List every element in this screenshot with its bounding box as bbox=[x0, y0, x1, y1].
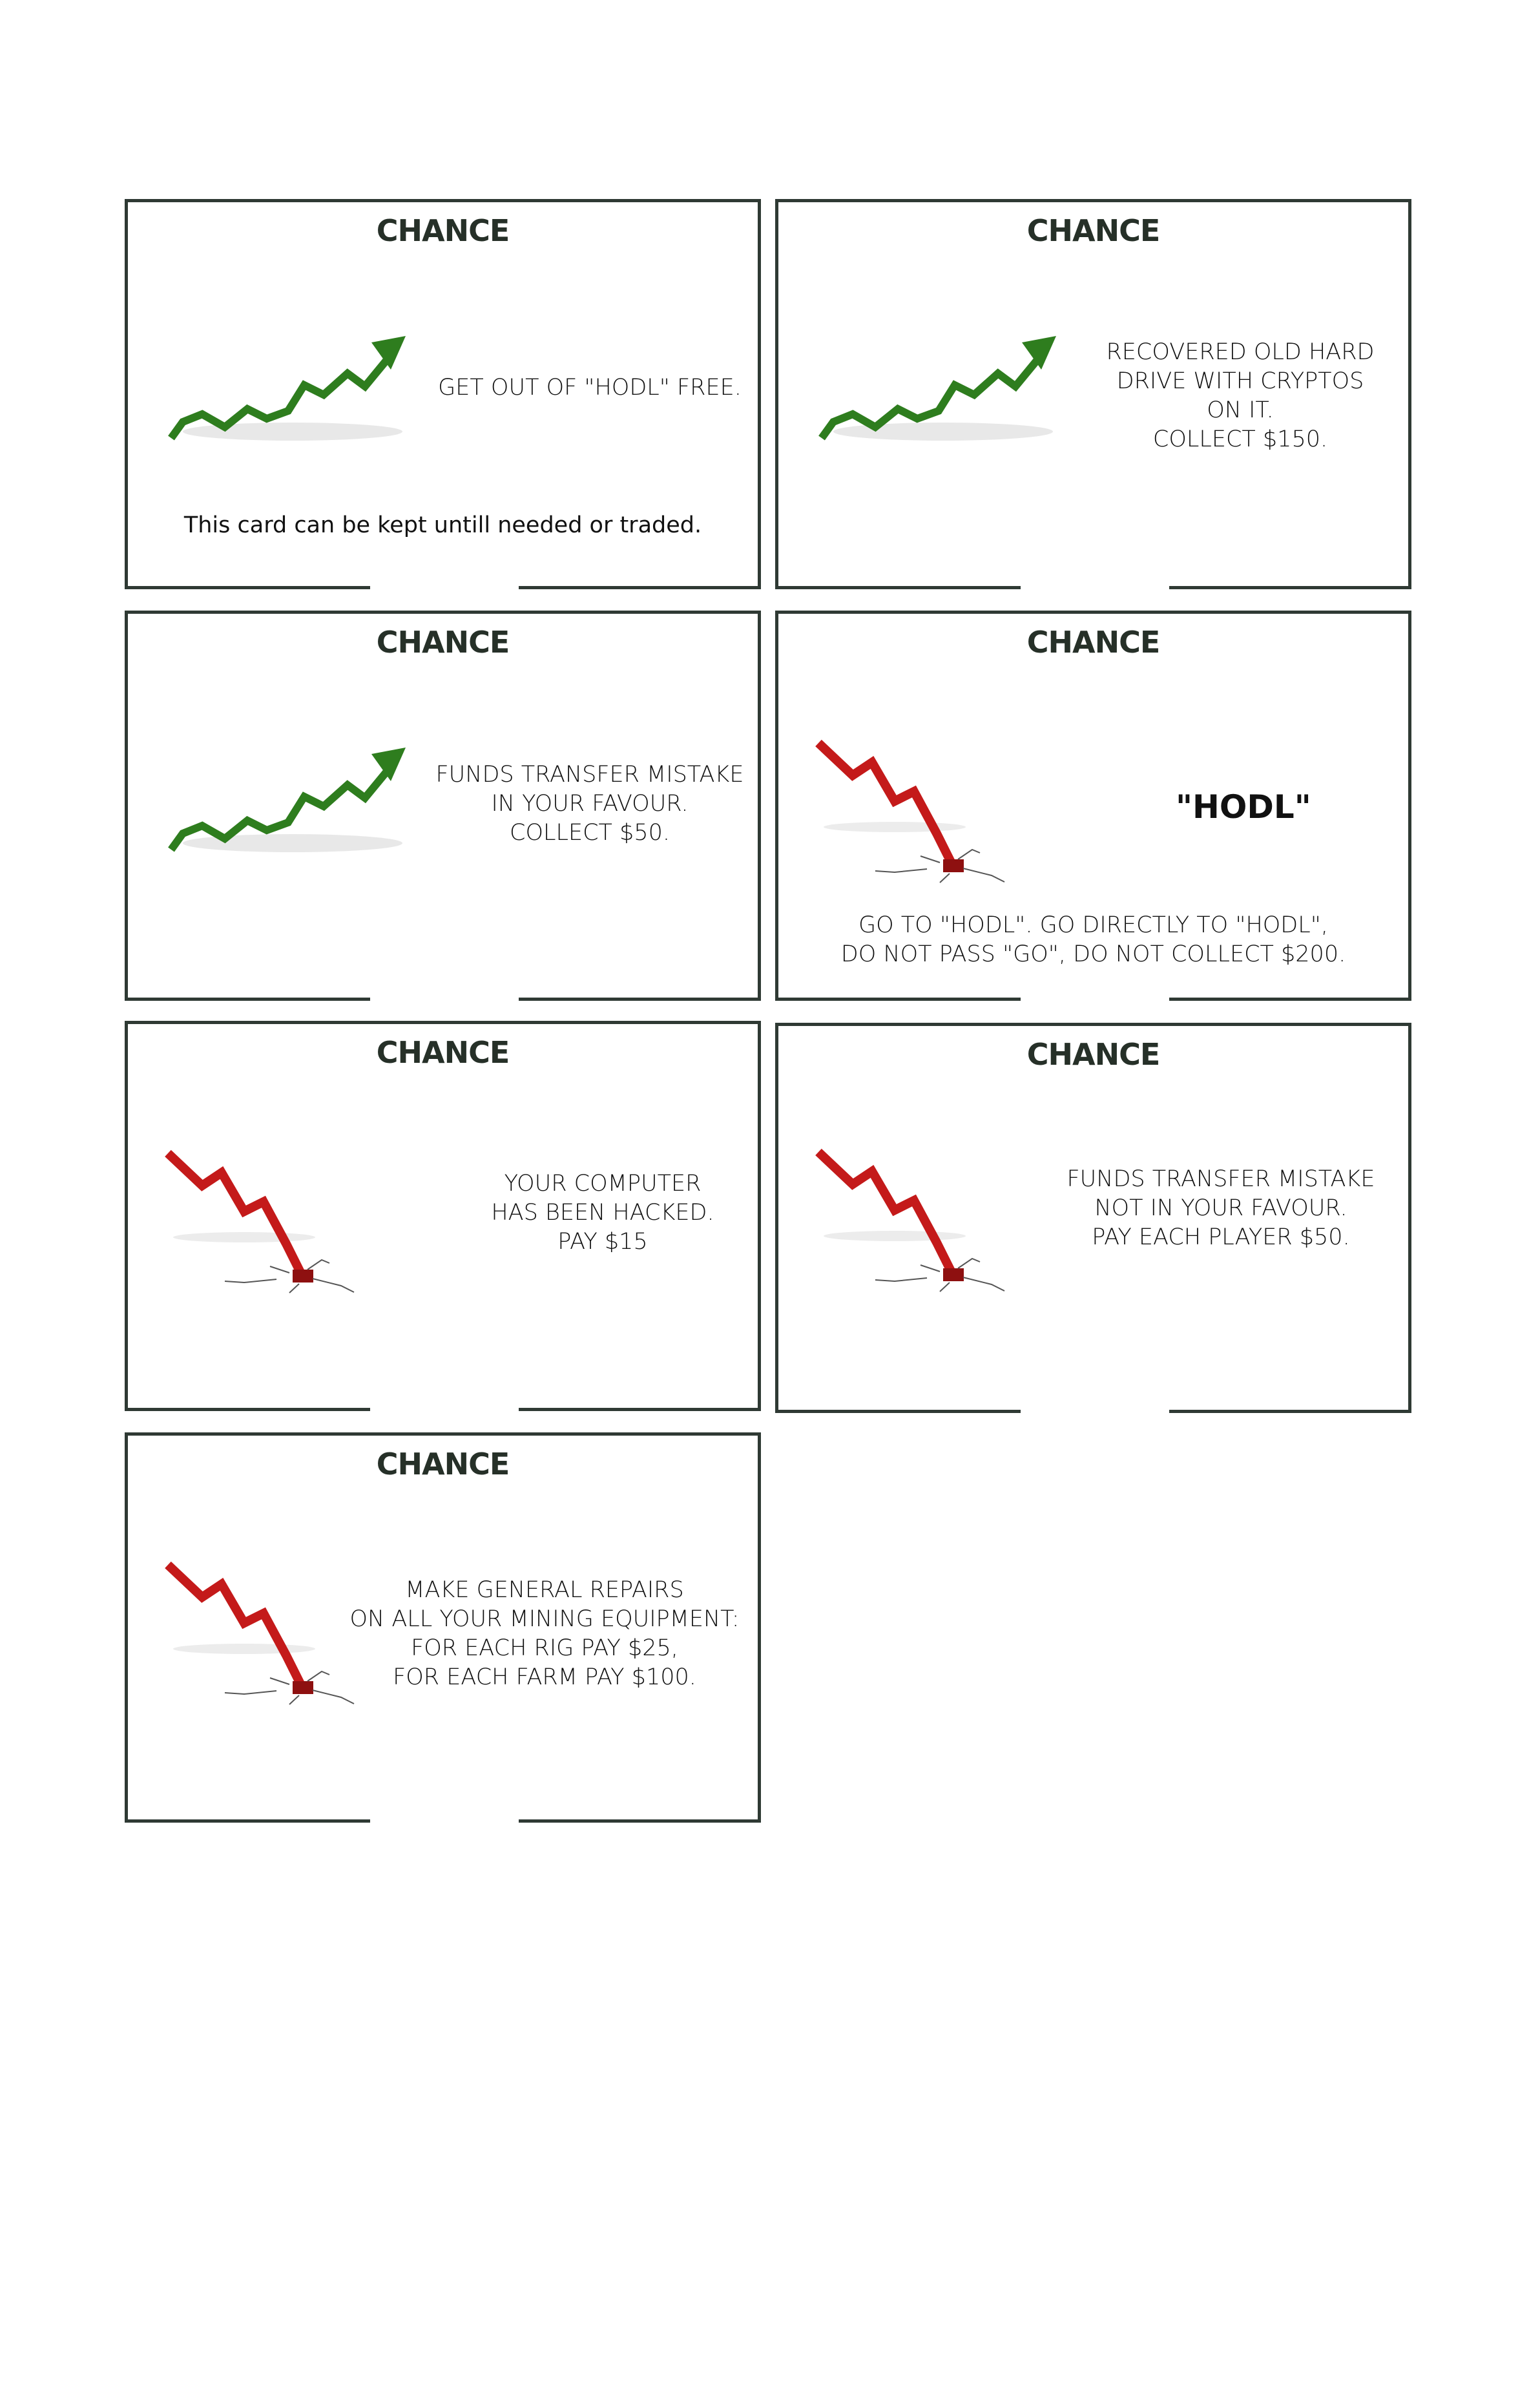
chance-card-hacked: CHANCE YOUR COMPUTER HAS BEEN HACKED. PA… bbox=[125, 1021, 761, 1411]
card-title: CHANCE bbox=[1026, 1037, 1161, 1072]
card-text: FUNDS TRANSFER MISTAKE NOT IN YOUR FAVOU… bbox=[1066, 1166, 1375, 1250]
card-title: CHANCE bbox=[376, 213, 510, 248]
chance-card-go-to-hodl: CHANCE "HODL" GO TO "HODL". GO DIRECTLY … bbox=[775, 611, 1411, 1001]
chance-card-transfer-not-favour: CHANCE FUNDS TRANSFER MISTAKE NOT IN YOU… bbox=[775, 1023, 1411, 1413]
chance-card-transfer-favour: CHANCE FUNDS TRANSFER MISTAKE IN YOUR FA… bbox=[125, 611, 761, 1001]
card-text: GET OUT OF "HODL" FREE. bbox=[438, 375, 742, 401]
chance-card-repairs: CHANCE MAKE GENERAL REPAIRS ON ALL YOUR … bbox=[125, 1432, 761, 1823]
card-text: GO TO "HODL". GO DIRECTLY TO "HODL", DO … bbox=[840, 912, 1346, 967]
down-arrow-crash-icon bbox=[160, 1552, 393, 1707]
chance-card-recovered-drive: CHANCE RECOVERED OLD HARD DRIVE WITH CRY… bbox=[775, 199, 1411, 589]
up-arrow-icon bbox=[814, 302, 1059, 457]
card-subtext: This card can be kept untill needed or t… bbox=[183, 512, 702, 538]
card-text: FUNDS TRANSFER MISTAKE IN YOUR FAVOUR. C… bbox=[435, 762, 744, 846]
down-arrow-crash-icon bbox=[160, 1140, 393, 1295]
up-arrow-icon bbox=[163, 714, 409, 869]
card-text: RECOVERED OLD HARD DRIVE WITH CRYPTOS ON… bbox=[1106, 339, 1375, 452]
down-arrow-crash-icon bbox=[811, 730, 1043, 885]
card-title: CHANCE bbox=[376, 625, 510, 660]
card-title: CHANCE bbox=[376, 1447, 510, 1481]
card-title: CHANCE bbox=[376, 1035, 510, 1070]
down-arrow-crash-icon bbox=[811, 1139, 1043, 1294]
card-text: YOUR COMPUTER HAS BEEN HACKED. PAY $15 bbox=[491, 1171, 714, 1255]
hodl-heading: "HODL" bbox=[1176, 788, 1311, 826]
card-title: CHANCE bbox=[1026, 213, 1161, 248]
card-title: CHANCE bbox=[1026, 625, 1161, 660]
card-text: MAKE GENERAL REPAIRS ON ALL YOUR MINING … bbox=[349, 1577, 740, 1690]
chance-card-get-out-free: CHANCE GET OUT OF "HODL" FREE. This card… bbox=[125, 199, 761, 589]
up-arrow-icon bbox=[163, 302, 409, 457]
